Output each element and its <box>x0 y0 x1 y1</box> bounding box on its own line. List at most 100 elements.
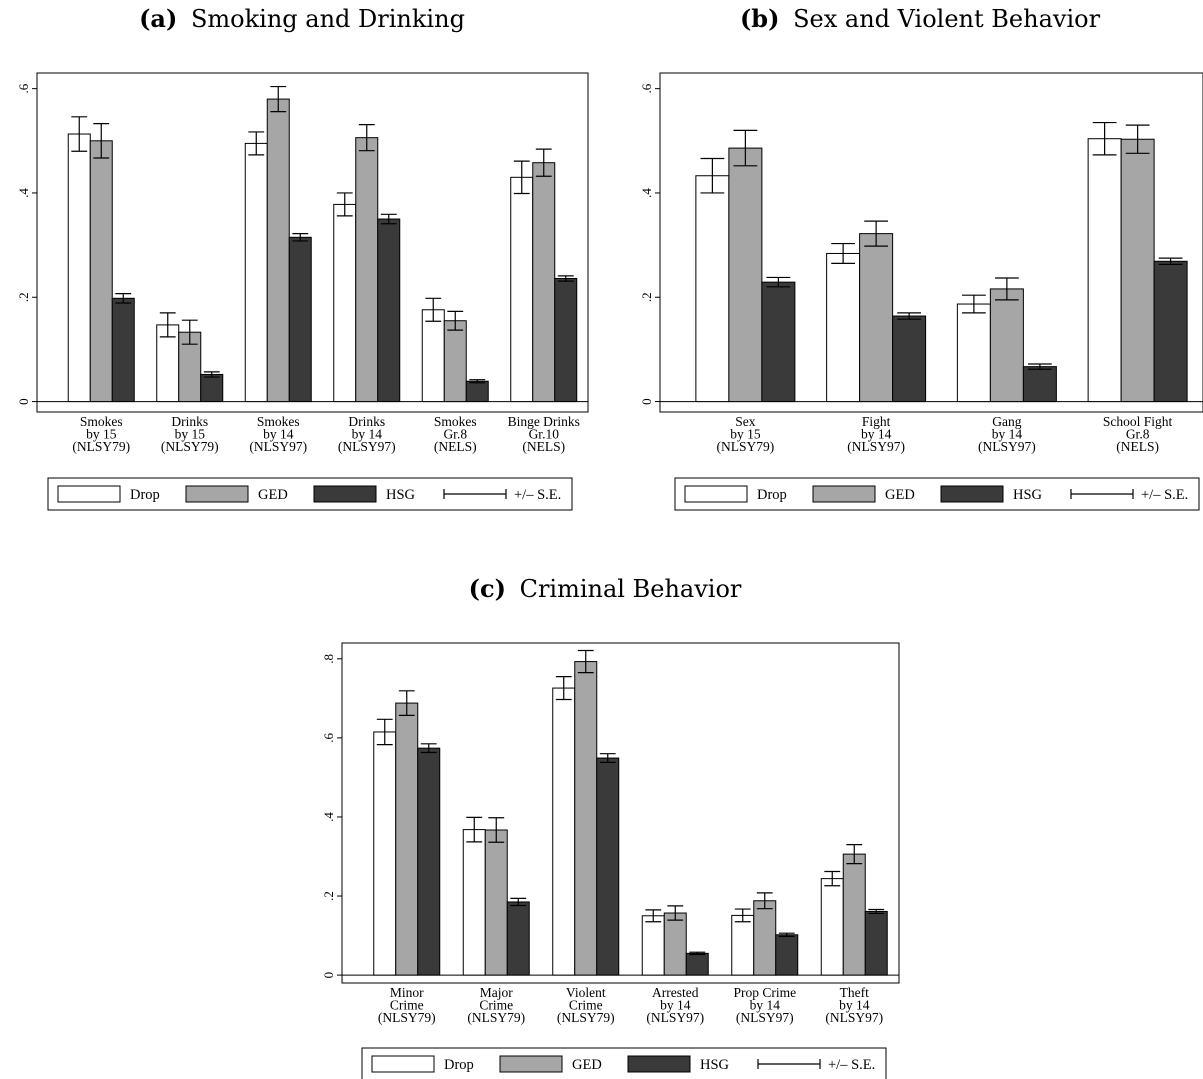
bar-a-ged-4 <box>443 320 467 403</box>
legend-label-b-hsg: HSG <box>1013 487 1043 503</box>
panel-b-title-text: Sex and Violent Behavior <box>793 5 1101 33</box>
bar-c-ged-2 <box>574 661 598 976</box>
legend-label-a-hsg: HSG <box>386 487 416 503</box>
category-label-a-1: Drinks by 15 (NLSY79) <box>161 414 219 454</box>
y-tick-label-a-2: .4 <box>16 188 31 198</box>
bar-a-hsg-4 <box>465 380 489 403</box>
bar-a-drop-5 <box>510 176 534 403</box>
panel-b-label: (b) <box>740 4 780 33</box>
bar-b-drop-1 <box>826 252 861 403</box>
y-tick-label-b-0: 0 <box>639 398 654 405</box>
legend-label-a-ged: GED <box>258 487 288 503</box>
bar-a-ged-2 <box>266 98 290 403</box>
legend-label-c-se: +/– S.E. <box>828 1057 875 1073</box>
category-label-a-3: Drinks by 14 (NLSY97) <box>338 414 396 454</box>
y-tick-label-a-3: .6 <box>16 83 31 93</box>
legend-swatch-a-ged <box>185 485 249 503</box>
legend-swatch-b-hsg <box>940 485 1004 503</box>
bar-c-hsg-4 <box>775 934 799 976</box>
bar-c-ged-0 <box>395 702 419 976</box>
y-tick-label-c-0: 0 <box>321 972 336 979</box>
category-label-a-0: Smokes by 15 (NLSY79) <box>72 414 130 454</box>
bar-c-ged-5 <box>842 853 866 976</box>
category-label-b-0: Sex by 15 (NLSY79) <box>717 414 775 454</box>
panel-a-chart: 0 .2 .4 .6 Smokes by 15 (NLSY79) Drinks by 15 (NL… <box>16 72 589 511</box>
bar-a-hsg-5 <box>554 277 578 403</box>
bar-c-hsg-5 <box>864 910 888 976</box>
panel-a-label: (a) <box>139 4 177 33</box>
y-tick-label-c-1: .2 <box>321 891 336 901</box>
panel-c-title-text: Criminal Behavior <box>520 575 742 603</box>
bar-a-drop-4 <box>421 309 445 403</box>
category-label-c-4: Prop Crime by 14 (NLSY97) <box>733 985 796 1025</box>
bar-a-ged-5 <box>532 162 556 403</box>
bar-a-ged-0 <box>89 140 113 403</box>
y-tick-label-b-2: .4 <box>639 188 654 198</box>
legend-label-c-drop: Drop <box>444 1057 474 1073</box>
category-label-c-5: Theft by 14 (NLSY97) <box>825 985 883 1025</box>
bar-c-ged-3 <box>663 912 687 976</box>
panel-c-chart: 0 .2 .4 .6 .8 Minor Crime (NLSY79) Major Crime (NL… <box>321 642 900 1079</box>
y-tick-label-c-3: .6 <box>321 733 336 743</box>
bar-c-hsg-3 <box>685 952 709 976</box>
legend-swatch-b-ged <box>812 485 876 503</box>
category-label-a-2: Smokes by 14 (NLSY97) <box>249 414 307 454</box>
category-label-a-5: Binge Drinks Gr.10 (NELS) <box>508 414 580 454</box>
legend-label-c-hsg: HSG <box>700 1057 730 1073</box>
category-label-c-0: Minor Crime (NLSY79) <box>378 985 436 1025</box>
bar-b-ged-0 <box>728 147 763 403</box>
bar-b-drop-0 <box>695 175 730 403</box>
bar-c-drop-0 <box>373 731 397 976</box>
legend-label-b-ged: GED <box>885 487 915 503</box>
bar-c-hsg-0 <box>417 747 441 976</box>
bar-a-hsg-0 <box>111 297 135 403</box>
legend-label-b-drop: Drop <box>757 487 787 503</box>
bar-b-hsg-0 <box>761 281 796 403</box>
legend-swatch-a-drop <box>57 485 121 503</box>
bar-c-drop-1 <box>462 829 486 976</box>
legend-label-a-drop: Drop <box>130 487 160 503</box>
bar-c-hsg-1 <box>506 901 530 976</box>
category-label-c-3: Arrested by 14 (NLSY97) <box>646 985 704 1025</box>
panel-c-title: (c) Criminal Behavior <box>469 574 742 603</box>
plot-frame-c <box>341 642 900 984</box>
bar-c-drop-5 <box>820 878 844 976</box>
bar-c-hsg-2 <box>596 757 620 976</box>
legend-label-c-ged: GED <box>572 1057 602 1073</box>
legend-label-a-se: +/– S.E. <box>514 487 561 503</box>
plot-frame-b <box>659 72 1203 413</box>
bar-a-drop-3 <box>333 203 357 403</box>
legend-swatch-c-hsg <box>627 1055 691 1073</box>
bar-a-ged-3 <box>355 137 379 403</box>
legend-swatch-c-ged <box>499 1055 563 1073</box>
category-label-c-2: Violent Crime (NLSY79) <box>557 985 615 1025</box>
bar-c-ged-4 <box>753 900 777 976</box>
bar-b-hsg-1 <box>892 315 927 403</box>
panel-b-chart: 0 .2 .4 .6 Sex by 15 (NLSY79) Fight by 14 (NLSY97… <box>639 72 1203 511</box>
bar-a-hsg-3 <box>377 218 401 403</box>
legend-swatch-b-drop <box>684 485 748 503</box>
bar-a-drop-0 <box>67 133 91 403</box>
bar-a-drop-2 <box>244 142 268 403</box>
panel-a-title: (a) Smoking and Drinking <box>139 4 465 33</box>
bar-b-drop-2 <box>956 303 991 403</box>
y-tick-label-a-0: 0 <box>16 398 31 405</box>
y-tick-label-c-2: .4 <box>321 812 336 822</box>
bar-b-hsg-3 <box>1153 260 1188 403</box>
category-label-c-1: Major Crime (NLSY79) <box>467 985 525 1025</box>
legend-swatch-a-hsg <box>313 485 377 503</box>
category-label-b-3: School Fight Gr.8 (NELS) <box>1103 414 1173 454</box>
legend-swatch-c-drop <box>371 1055 435 1073</box>
y-tick-label-c-4: .8 <box>321 654 336 664</box>
category-label-a-4: Smokes Gr.8 (NELS) <box>434 414 477 454</box>
panel-a-title-text: Smoking and Drinking <box>191 5 465 33</box>
bar-c-drop-3 <box>641 915 665 976</box>
bar-a-hsg-2 <box>288 236 312 403</box>
plot-frame-a <box>36 72 589 413</box>
y-tick-label-a-1: .2 <box>16 292 31 302</box>
panel-b-title: (b) Sex and Violent Behavior <box>740 4 1101 33</box>
bar-a-hsg-1 <box>200 373 224 403</box>
y-tick-label-b-1: .2 <box>639 292 654 302</box>
bar-b-ged-2 <box>989 288 1024 403</box>
